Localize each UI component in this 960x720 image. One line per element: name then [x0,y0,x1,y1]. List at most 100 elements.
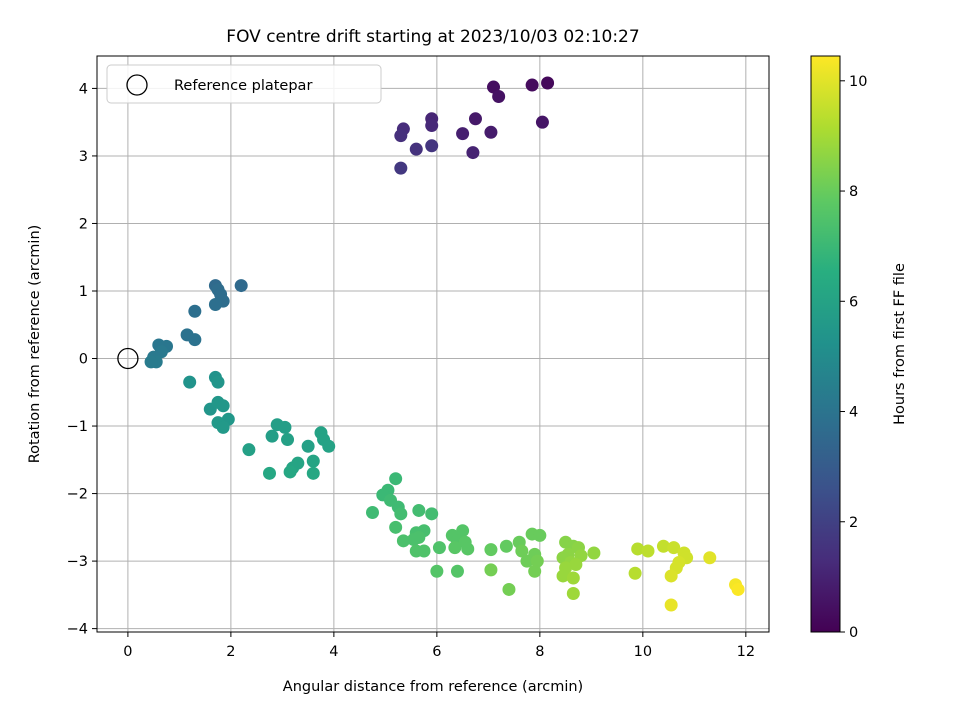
data-point [389,520,403,534]
data-point [448,541,462,555]
data-point [569,557,583,571]
data-point [188,304,202,318]
data-points [144,76,745,612]
colorbar: 0 2 4 6 8 10 Hours from first FF file [810,55,908,641]
colorbar-tick-label: 6 [849,294,858,310]
data-point [556,569,570,583]
data-point [216,420,230,434]
x-tick-label: 2 [226,644,235,660]
data-point [242,443,256,457]
colorbar-tick-label: 2 [849,515,858,531]
colorbar-tick-label: 4 [849,405,858,421]
data-point [631,542,645,556]
data-point [466,146,480,160]
y-tick-label: −1 [67,419,88,435]
y-tick-label: 0 [79,352,88,368]
x-tick-label: 10 [634,644,652,660]
data-point [301,439,315,453]
data-point [306,454,320,468]
legend-label: Reference platepar [174,78,312,94]
y-tick-label: 4 [79,81,88,97]
y-tick-label: −3 [67,554,88,570]
y-tick-label: 3 [79,149,88,165]
data-point [417,544,431,558]
y-tick-label: −4 [67,622,88,638]
reference-marker [117,347,139,370]
x-tick-label: 4 [329,644,338,660]
data-point [425,139,439,153]
data-point [183,375,197,389]
data-point [566,571,580,585]
data-point [396,534,410,548]
data-point [278,420,292,434]
data-point [533,528,547,542]
data-point [492,90,506,104]
data-point [456,127,470,141]
y-tick-label: 1 [79,284,88,300]
data-point [664,569,678,583]
data-point [283,465,297,479]
x-axis-ticks: 0 2 4 6 8 10 12 [123,632,755,660]
data-point [188,333,202,347]
colorbar-tick-label: 10 [849,74,867,90]
data-point [667,541,681,555]
data-point [425,119,439,133]
y-tick-label: 2 [79,216,88,232]
legend: Reference platepar [106,64,382,104]
data-point [306,466,320,480]
data-point [499,539,513,553]
data-point [731,582,745,596]
data-point [484,563,498,577]
data-point [528,564,542,578]
data-point [394,161,408,175]
data-point [525,78,539,92]
data-point [208,297,222,311]
data-point [703,551,717,565]
data-point [468,112,482,126]
x-tick-label: 12 [737,644,755,660]
data-point [389,472,403,486]
data-point [265,429,279,443]
data-point [566,587,580,601]
colorbar-tick-label: 0 [849,625,858,641]
data-point [456,524,470,538]
data-point [535,115,549,129]
data-point [322,439,336,453]
data-point [394,129,408,143]
data-point [461,542,475,556]
legend-box [106,64,382,104]
plot-frame [96,55,770,633]
x-tick-label: 8 [535,644,544,660]
y-tick-label: −2 [67,487,88,503]
chart-title: FOV centre drift starting at 2023/10/03 … [226,27,639,47]
data-point [541,76,555,90]
colorbar-gradient [810,55,841,633]
data-point [656,539,670,553]
x-tick-label: 0 [123,644,132,660]
data-point [628,566,642,580]
grid-lines [97,56,769,632]
reference-marker-group [117,347,139,370]
data-point [664,598,678,612]
data-point [409,142,423,156]
data-point [432,541,446,555]
data-point [502,582,516,596]
data-point [234,279,248,293]
colorbar-label: Hours from first FF file [892,263,908,425]
data-point [216,399,230,413]
data-point [484,543,498,557]
data-point [412,503,426,517]
data-point [484,125,498,139]
data-point [530,554,544,568]
data-point [144,355,158,369]
x-tick-label: 6 [432,644,441,660]
colorbar-tick-label: 8 [849,184,858,200]
data-point [412,530,426,544]
data-point [425,507,439,521]
data-point [365,505,379,519]
data-point [394,507,408,521]
data-point [515,544,529,558]
data-point [211,375,225,389]
colorbar-ticks: 0 2 4 6 8 10 [840,74,867,641]
